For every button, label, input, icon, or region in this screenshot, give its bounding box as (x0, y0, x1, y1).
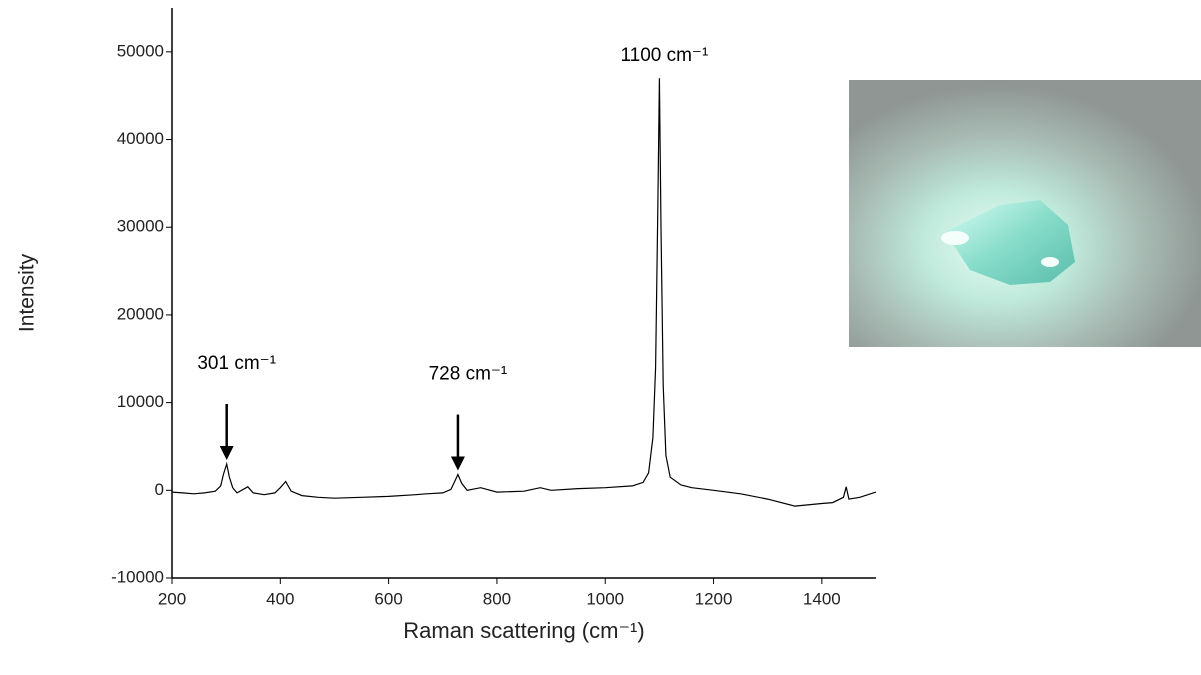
x-tick-label: 1400 (803, 589, 841, 608)
photo (849, 80, 1201, 347)
x-axis-label: Raman scattering (cm⁻¹) (403, 618, 644, 643)
photo-highlight (941, 231, 969, 245)
annotation-arrowhead (219, 446, 234, 460)
y-tick-label: 0 (155, 480, 164, 499)
y-axis-label: Intensity (16, 253, 39, 332)
x-tick-label: 1200 (695, 589, 733, 608)
x-tick-label: 800 (483, 589, 511, 608)
spectrum-line (171, 78, 877, 507)
annotation-arrowhead (450, 456, 465, 471)
x-tick-label: 1000 (586, 589, 624, 608)
y-tick-label: 20000 (117, 304, 164, 323)
annotation: 301 cm⁻¹ (197, 353, 276, 374)
x-tick-label: 200 (158, 589, 186, 608)
x-tick-label: 600 (374, 589, 402, 608)
y-tick-label: -10000 (111, 567, 164, 586)
photo-highlight (1041, 257, 1059, 267)
annotation: 1100 cm⁻¹ (620, 45, 708, 66)
annotation: 728 cm⁻¹ (429, 364, 508, 385)
y-tick-label: 40000 (117, 129, 164, 148)
y-tick-label: 50000 (117, 41, 164, 60)
x-tick-label: 400 (266, 589, 294, 608)
y-tick-label: 10000 (117, 392, 164, 411)
y-tick-label: 30000 (117, 217, 164, 236)
